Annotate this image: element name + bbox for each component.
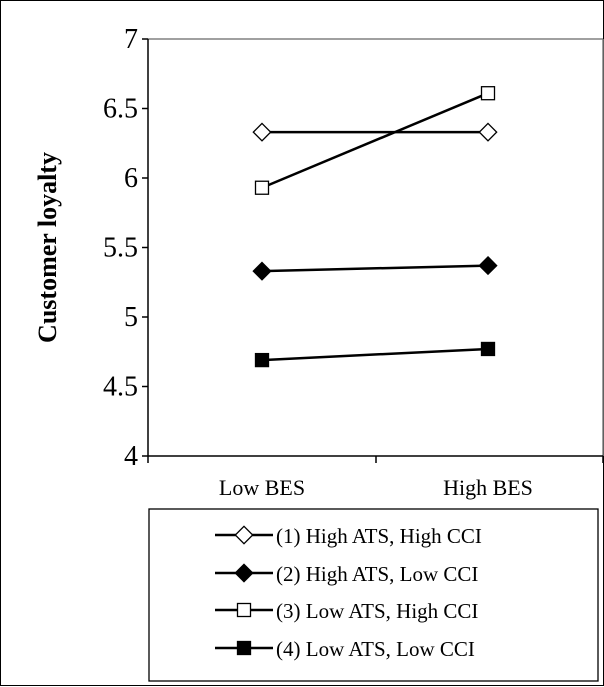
x-tick-labels: Low BES High BES — [147, 456, 604, 500]
legend-box — [148, 508, 599, 682]
series-2 — [252, 255, 498, 281]
y-tick-label: 4.5 — [103, 372, 138, 403]
series-1-point — [252, 122, 272, 142]
series-1-point — [478, 122, 498, 142]
legend-marker — [236, 602, 252, 618]
x-tick-label: Low BES — [219, 475, 305, 500]
legend-marker — [234, 525, 254, 545]
legend-label: (1) High ATS, High CCI — [276, 524, 482, 548]
series-4-point — [254, 352, 270, 368]
y-tick-label: 6.5 — [103, 94, 138, 125]
legend-item-4: (4) Low ATS, Low CCI — [215, 637, 475, 661]
y-tick-label: 5.5 — [103, 233, 138, 264]
y-tick-label: 6 — [124, 163, 138, 194]
series-2-point — [478, 255, 498, 276]
series-layer — [252, 86, 498, 368]
y-tick-label: 5 — [124, 302, 138, 333]
legend-item-2: (2) High ATS, Low CCI — [215, 562, 478, 586]
series-4 — [254, 341, 496, 368]
series-4-line — [261, 347, 489, 362]
series-2-point — [252, 261, 272, 281]
legend-item-1: (1) High ATS, High CCI — [215, 524, 482, 548]
y-tick-label: 7 — [124, 24, 138, 55]
legend-marker — [236, 640, 252, 656]
series-4-point — [480, 341, 496, 357]
x-tick-label: High BES — [443, 475, 533, 500]
axes — [147, 39, 603, 457]
legend-label: (2) High ATS, Low CCI — [276, 562, 478, 586]
y-axis-title: Customer loyalty — [33, 152, 62, 343]
legend-item-3: (3) Low ATS, High CCI — [215, 599, 478, 623]
y-tick-label: 4 — [124, 441, 138, 472]
legend-marker — [234, 563, 254, 583]
series-3 — [254, 86, 496, 195]
series-3-line — [261, 92, 489, 189]
series-3-point — [254, 180, 270, 195]
series-1 — [252, 122, 498, 142]
series-2-line — [261, 264, 489, 273]
legend: (1) High ATS, High CCI (2) High ATS, Low … — [148, 508, 599, 682]
y-tick-labels: 4 4.5 5 5.5 6 6.5 7 — [103, 24, 148, 472]
plot-frame — [148, 38, 604, 456]
legend-label: (4) Low ATS, Low CCI — [276, 637, 475, 661]
legend-label: (3) Low ATS, High CCI — [276, 599, 478, 623]
series-3-point — [480, 86, 496, 101]
